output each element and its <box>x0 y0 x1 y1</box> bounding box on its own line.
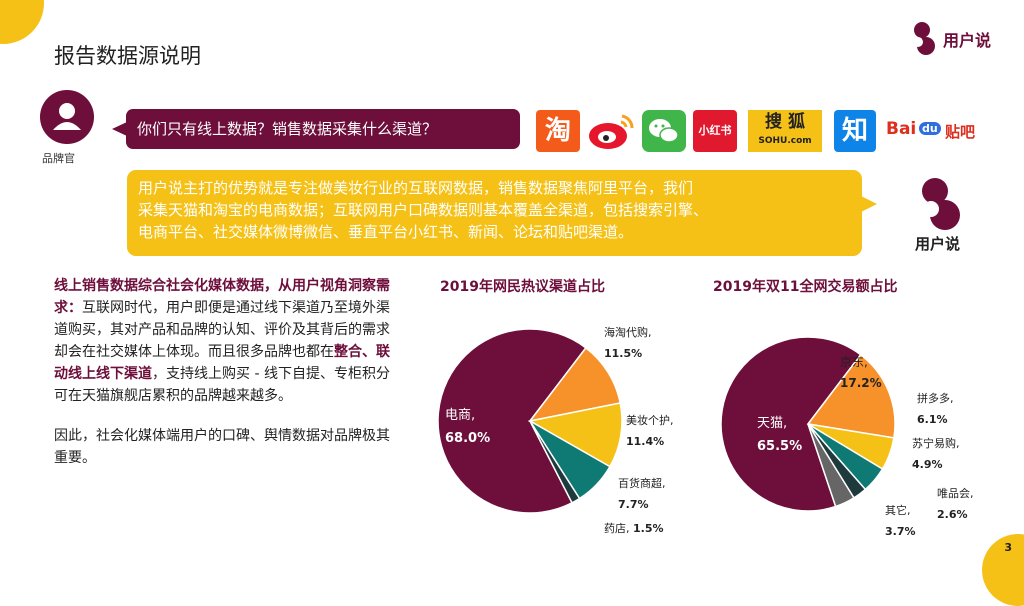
answer-line: 电商平台、社交媒体微博微信、垂直平台小红书、新闻、论坛和贴吧渠道。 <box>138 223 634 241</box>
answer-line: 用户说主打的优势就是专注做美妆行业的互联网数据，销售数据聚焦阿里平台，我们 <box>138 179 694 197</box>
body-text: ，支持线上购买 - 线下自提、专柜积分可在天猫旗舰店累积的品牌越来越多。 <box>54 366 390 404</box>
pie1-label-beauty: 美妆个护, 11.4% <box>626 414 674 448</box>
pie2-label-suning: 苏宁易购, 4.9% <box>912 437 960 471</box>
zhihu-logo: 知 <box>834 110 876 152</box>
highlight-text: 线上销售数据综合社会化媒体数据，从用户视角洞察需求： <box>54 278 390 316</box>
wechat-logo <box>642 110 686 152</box>
pie1-label-ecommerce: 电商, 68.0% <box>445 408 491 446</box>
weibo-logo <box>586 110 636 152</box>
pie2-label-pinduoduo: 拼多多, 6.1% <box>917 392 954 426</box>
pie2-label-jd: 京东, 17.2% <box>840 355 882 390</box>
description-paragraph: 线上销售数据综合社会化媒体数据，从用户视角洞察需求：互联网时代，用户即便是通过线… <box>54 275 394 407</box>
brand-mark-icon <box>922 178 960 230</box>
taobao-logo: 淘 <box>536 110 580 152</box>
sohu-logo: 搜 狐 SOHU.com <box>748 110 822 152</box>
brand-logo-text: 用户说 <box>915 235 961 253</box>
brand-logo-text: 用户说 <box>943 31 992 50</box>
pie2-slice-5 <box>807 423 855 508</box>
pie1-label-pharmacy: 药店, 1.5% <box>604 522 664 535</box>
brand-logo-large: 用户说 <box>905 175 975 255</box>
brand-mark-icon <box>913 22 935 55</box>
chart-2-title: 2019年双11全网交易额占比 <box>713 279 898 295</box>
body-text: 互联网时代，用户即便是通过线下渠道乃至境外渠道购买，其对产品和品牌的认知、评价及… <box>54 300 390 360</box>
pie1-label-department: 百货商超, 7.7% <box>618 477 666 511</box>
page-number: 3 <box>1004 541 1012 554</box>
answer-bubble: 用户说主打的优势就是专注做美妆行业的互联网数据，销售数据聚焦阿里平台，我们 采集… <box>127 170 877 256</box>
pie1-slice-1 <box>528 346 622 423</box>
pie2-slice-1 <box>806 353 896 439</box>
question-bubble: 你们只有线上数据？销售数据采集什么渠道？ <box>112 109 520 149</box>
pie-charts <box>437 328 896 514</box>
user-avatar-icon <box>40 90 94 144</box>
pie1-slice-4 <box>529 420 581 504</box>
baidu-tieba-logo: Bai du 贴吧 <box>886 119 976 141</box>
pie1-label-overseas: 海淘代购, 11.5% <box>604 326 652 360</box>
conclusion-paragraph: 因此，社会化媒体端用户的口碑、舆情数据对品牌极其重要。 <box>54 428 390 466</box>
pie2-label-tmall: 天猫, 65.5% <box>757 416 803 454</box>
description-text: 线上销售数据综合社会化媒体数据，从用户视角洞察需求：互联网时代，用户即便是通过线… <box>54 275 394 487</box>
xiaohongshu-logo: 小红书 <box>693 110 737 152</box>
chart-1-title: 2019年网民热议渠道占比 <box>440 279 605 295</box>
answer-line: 采集天猫和淘宝的电商数据；互联网用户口碑数据则基本覆盖全渠道，包括搜索引擎、 <box>138 201 709 219</box>
highlight-text: 整合、联动线上线下渠道 <box>54 344 390 382</box>
pie2-slice-0 <box>720 336 862 512</box>
persona-label: 品牌官 <box>42 152 75 165</box>
pie1-slice-2 <box>527 402 623 468</box>
pie2-label-other: 其它, 3.7% <box>885 504 916 538</box>
pie2-label-vip: 唯品会, 2.6% <box>937 487 974 521</box>
pie1-slice-0 <box>437 328 587 514</box>
brand-logo: 用户说 <box>908 20 1008 56</box>
page-title: 报告数据源说明 <box>54 44 201 68</box>
